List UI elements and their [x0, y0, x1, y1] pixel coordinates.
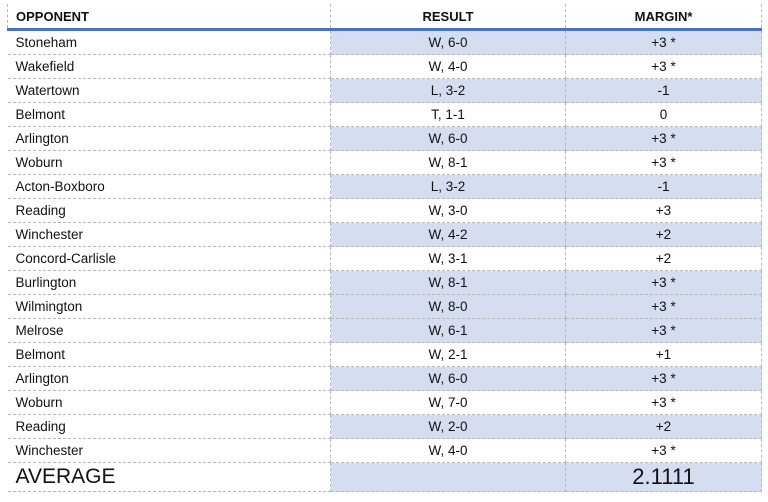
table-cell: W, 8-1 [330, 270, 566, 295]
table-cell: W, 4-2 [330, 222, 566, 247]
table-cell: W, 6-0 [330, 366, 566, 391]
table-row: Belmont T, 1-1 0 [7, 102, 762, 127]
header-row: OPPONENT RESULT MARGIN* [7, 4, 762, 31]
table-cell: W, 6-0 [330, 126, 566, 151]
table-row: Winchester W, 4-0 +3 * [7, 438, 762, 463]
table-cell: W, 8-0 [330, 294, 566, 319]
table-cell: Concord-Carlisle [7, 246, 331, 271]
table-cell: Watertown [7, 78, 331, 103]
table-row: Stoneham W, 6-0 +3 * [7, 29, 762, 55]
table-row: Wilmington W, 8-0 +3 * [7, 294, 762, 319]
table-cell: -1 [565, 174, 762, 199]
table-cell: W, 3-1 [330, 246, 566, 271]
table-cell: +2 [565, 222, 762, 247]
table-cell: Acton-Boxboro [7, 174, 331, 199]
table-cell: Reading [7, 198, 331, 223]
table-cell: +3 * [565, 366, 762, 391]
table-cell: Reading [7, 414, 331, 439]
table-cell: +2 [565, 414, 762, 439]
table-cell: Woburn [7, 390, 331, 415]
results-table: OPPONENT RESULT MARGIN* Stoneham W, 6-0 +3… [7, 4, 762, 492]
average-row: AVERAGE 2.1111 [7, 462, 762, 492]
table-cell: +3 [565, 198, 762, 223]
table-row: Concord-Carlisle W, 3-1 +2 [7, 246, 762, 271]
table-cell: Burlington [7, 270, 331, 295]
table-cell: L, 3-2 [330, 174, 566, 199]
table-cell: L, 3-2 [330, 78, 566, 103]
table-row: Arlington W, 6-0 +3 * [7, 126, 762, 151]
table-cell: W, 6-0 [330, 29, 566, 55]
table-cell: Winchester [7, 438, 331, 463]
table-cell: Arlington [7, 366, 331, 391]
table-row: Belmont W, 2-1 +1 [7, 342, 762, 367]
table-cell: Winchester [7, 222, 331, 247]
table-cell: +3 * [565, 318, 762, 343]
table-row: Winchester W, 4-2 +2 [7, 222, 762, 247]
table-cell: +3 * [565, 126, 762, 151]
table-cell: +3 * [565, 270, 762, 295]
table-cell: Wilmington [7, 294, 331, 319]
table-cell: +1 [565, 342, 762, 367]
average-value: 2.1111 [565, 462, 762, 492]
table-cell: +2 [565, 246, 762, 271]
table-cell: +3 * [565, 390, 762, 415]
table-cell: Stoneham [7, 29, 331, 55]
table-cell: +3 * [565, 29, 762, 55]
table-cell: Wakefield [7, 54, 331, 79]
table-row: Reading W, 2-0 +2 [7, 414, 762, 439]
table-row: Woburn W, 7-0 +3 * [7, 390, 762, 415]
table-cell: W, 7-0 [330, 390, 566, 415]
table-row: Watertown L, 3-2 -1 [7, 78, 762, 103]
header-cell: MARGIN* [565, 4, 762, 31]
table-row: Acton-Boxboro L, 3-2 -1 [7, 174, 762, 199]
table-cell: W, 2-0 [330, 414, 566, 439]
average-label: AVERAGE [7, 462, 331, 492]
empty-cell [330, 462, 566, 492]
table-cell: W, 4-0 [330, 438, 566, 463]
table-row: Woburn W, 8-1 +3 * [7, 150, 762, 175]
table-cell: W, 2-1 [330, 342, 566, 367]
header-cell: OPPONENT [7, 4, 331, 31]
table-cell: Melrose [7, 318, 331, 343]
table-cell: +3 * [565, 438, 762, 463]
table-cell: Woburn [7, 150, 331, 175]
table-cell: +3 * [565, 54, 762, 79]
table-cell: W, 3-0 [330, 198, 566, 223]
table-row: Burlington W, 8-1 +3 * [7, 270, 762, 295]
table-cell: T, 1-1 [330, 102, 566, 127]
table-row: Reading W, 3-0 +3 [7, 198, 762, 223]
table-cell: 0 [565, 102, 762, 127]
table-cell: Belmont [7, 102, 331, 127]
table-cell: W, 4-0 [330, 54, 566, 79]
table-cell: -1 [565, 78, 762, 103]
table-cell: Belmont [7, 342, 331, 367]
header-cell: RESULT [330, 4, 566, 31]
table-cell: +3 * [565, 150, 762, 175]
table-body: Stoneham W, 6-0 +3 * Wakefield W, 4-0 +3 * Wat… [7, 29, 762, 492]
table-row: Arlington W, 6-0 +3 * [7, 366, 762, 391]
table-cell: W, 8-1 [330, 150, 566, 175]
table-cell: +3 * [565, 294, 762, 319]
table-cell: Arlington [7, 126, 331, 151]
table-row: Melrose W, 6-1 +3 * [7, 318, 762, 343]
table-row: Wakefield W, 4-0 +3 * [7, 54, 762, 79]
table-cell: W, 6-1 [330, 318, 566, 343]
